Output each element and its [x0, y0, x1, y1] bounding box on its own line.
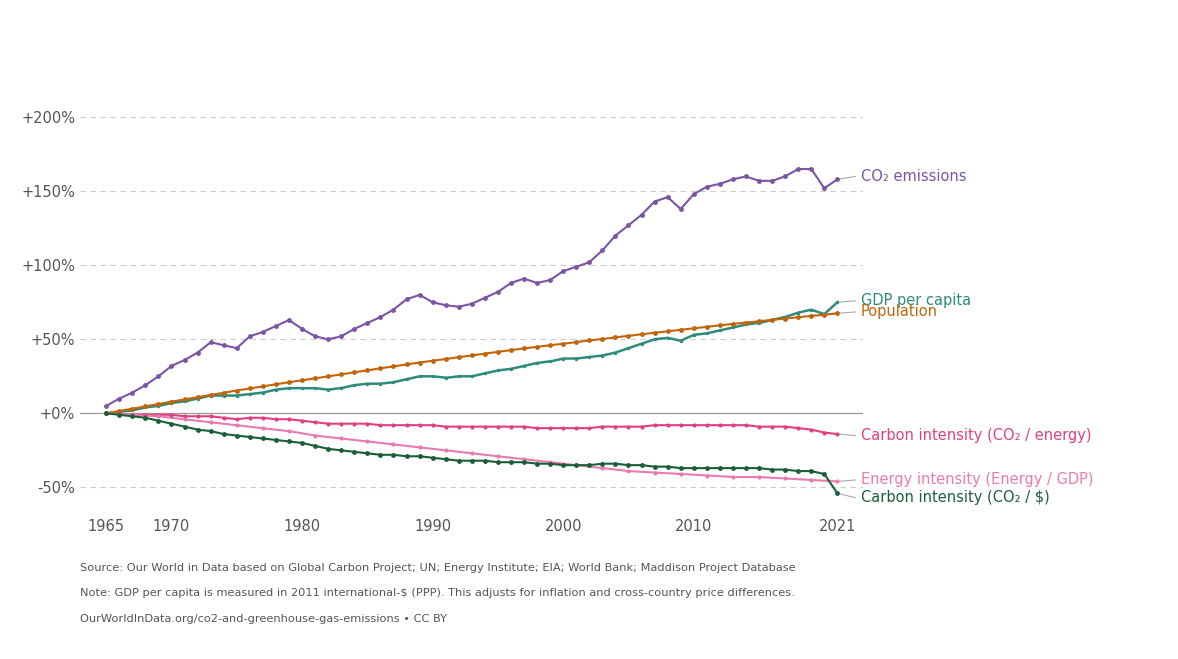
- Text: GDP per capita: GDP per capita: [861, 293, 971, 308]
- Text: Carbon intensity (CO₂ / $): Carbon intensity (CO₂ / $): [861, 490, 1050, 505]
- Text: Source: Our World in Data based on Global Carbon Project; UN; Energy Institute; : Source: Our World in Data based on Globa…: [80, 563, 795, 573]
- Text: Energy intensity (Energy / GDP): Energy intensity (Energy / GDP): [861, 473, 1093, 488]
- Text: CO₂ emissions: CO₂ emissions: [861, 169, 966, 184]
- Text: OurWorldInData.org/co2-and-greenhouse-gas-emissions • CC BY: OurWorldInData.org/co2-and-greenhouse-ga…: [80, 614, 448, 623]
- Text: Carbon intensity (CO₂ / energy): Carbon intensity (CO₂ / energy): [861, 428, 1091, 443]
- Text: Population: Population: [861, 304, 938, 320]
- Text: Note: GDP per capita is measured in 2011 international-$ (PPP). This adjusts for: Note: GDP per capita is measured in 2011…: [80, 588, 795, 598]
